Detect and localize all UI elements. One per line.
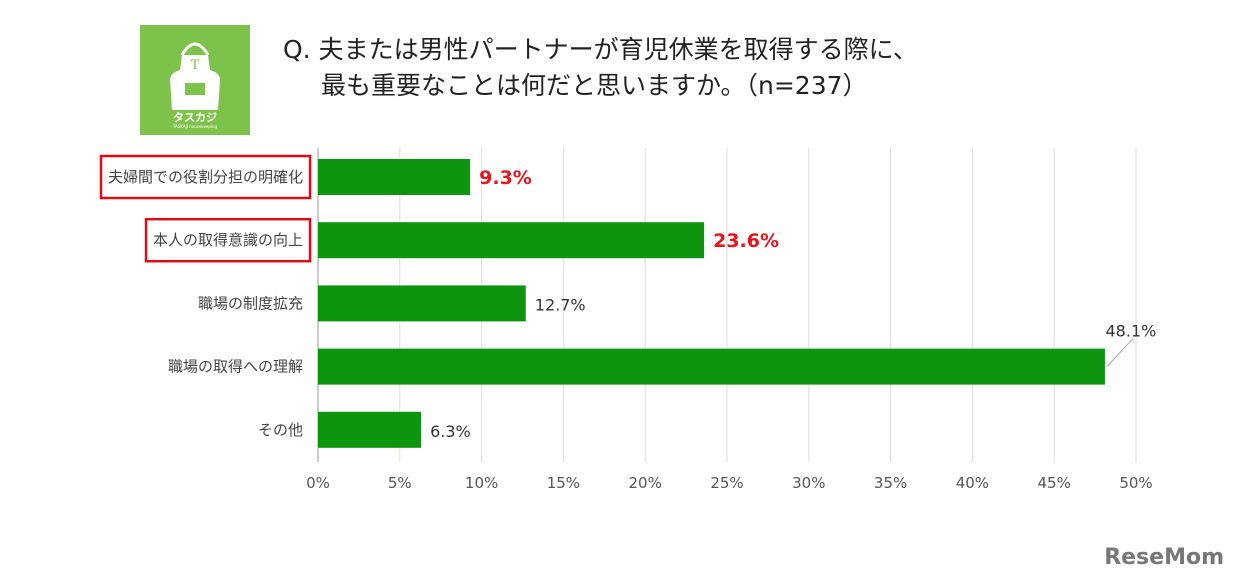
apron-icon [170,42,220,110]
category-label: 本人の取得意識の向上 [153,231,303,249]
logo-name: タスカジ [173,111,217,124]
leader-line [1106,338,1134,367]
category-label: 夫婦間での役割分担の明確化 [108,168,303,186]
title-line2: 最も重要なことは何だと思いますか。（n=237） [321,71,868,100]
chart-title: Q. 夫または男性パートナーが育児休業を取得する際に、 最も重要なことは何だと思… [283,32,918,104]
taskaji-logo: T タスカジ TASKAJI housekeeping [140,25,250,135]
x-tick-label: 30% [792,474,825,492]
value-label: 23.6% [713,230,779,252]
title-line1: Q. 夫または男性パートナーが育児休業を取得する際に、 [283,35,918,64]
x-tick-label: 35% [874,474,907,492]
category-label: 職場の制度拡充 [198,294,303,312]
value-label: 6.3% [430,422,471,441]
logo-sub: TASKAJI housekeeping [172,124,218,129]
x-tick-label: 45% [1038,474,1071,492]
value-label: 9.3% [479,167,532,189]
resemom-watermark: ReseMom [1104,545,1224,570]
value-label: 48.1% [1106,322,1157,341]
x-tick-label: 20% [629,474,662,492]
x-tick-label: 0% [306,474,330,492]
bar [318,348,1105,385]
value-label: 12.7% [535,295,586,314]
highlight-box [99,154,312,200]
x-tick-label: 5% [388,474,412,492]
x-tick-label: 25% [710,474,743,492]
bar [318,159,471,195]
x-tick-label: 10% [465,474,498,492]
category-label: 職場の取得への理解 [168,358,303,376]
category-label: その他 [258,421,303,439]
highlight-box [144,217,312,263]
bar [318,285,526,322]
bar [318,411,422,448]
logo-letter: T [190,58,200,73]
x-tick-label: 15% [547,474,580,492]
bar [318,222,705,259]
x-tick-label: 40% [956,474,989,492]
x-tick-label: 50% [1119,474,1152,492]
